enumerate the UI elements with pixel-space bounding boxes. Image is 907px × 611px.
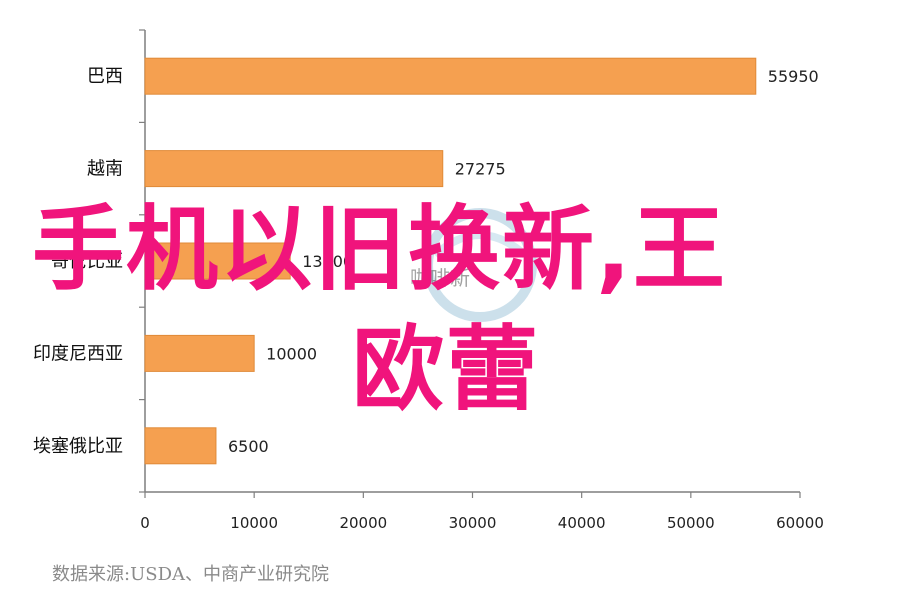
bar-value-label: 27275	[455, 160, 506, 179]
x-tick-label: 40000	[558, 514, 606, 532]
watermark-logo-icon	[423, 208, 537, 322]
category-label: 越南	[87, 159, 123, 180]
source-note: 数据来源:USDA、中商产业研究院	[52, 564, 329, 585]
bars-group	[144, 57, 757, 465]
category-label: 印度尼西亚	[33, 343, 123, 364]
bar-value-label: 10000	[266, 344, 317, 363]
x-tick-label: 60000	[776, 514, 824, 532]
x-tick-label: 30000	[449, 514, 497, 532]
bar	[144, 242, 291, 280]
category-label: 埃塞俄比亚	[33, 436, 123, 457]
bar	[144, 150, 444, 188]
axes-group: 0 10000 20000 30000 40000 50000 60000	[139, 29, 824, 532]
x-tick-label: 50000	[667, 514, 715, 532]
x-tick-label: 10000	[230, 514, 278, 532]
watermark-text: 咖啡新	[410, 266, 470, 290]
category-label: 巴西	[87, 66, 123, 87]
bar-value-label: 13300	[302, 252, 353, 271]
bar	[144, 334, 255, 372]
bar	[144, 427, 217, 465]
overlay-headline-line-1: 手机以旧换新,王	[32, 196, 727, 303]
category-label: 哥伦比亚	[51, 251, 123, 272]
bar-value-label: 6500	[228, 437, 269, 456]
x-tick-label: 0	[140, 514, 150, 532]
labels-group: 巴西 55950 越南 27275 哥伦比亚 13300 印度尼西亚 10000 埃塞俄比亚 65…	[33, 66, 819, 457]
overlay-headline-line-2: 欧蕾	[352, 316, 541, 423]
bar-value-label: 55950	[768, 67, 819, 86]
x-tick-label: 20000	[339, 514, 387, 532]
bar	[144, 57, 757, 95]
